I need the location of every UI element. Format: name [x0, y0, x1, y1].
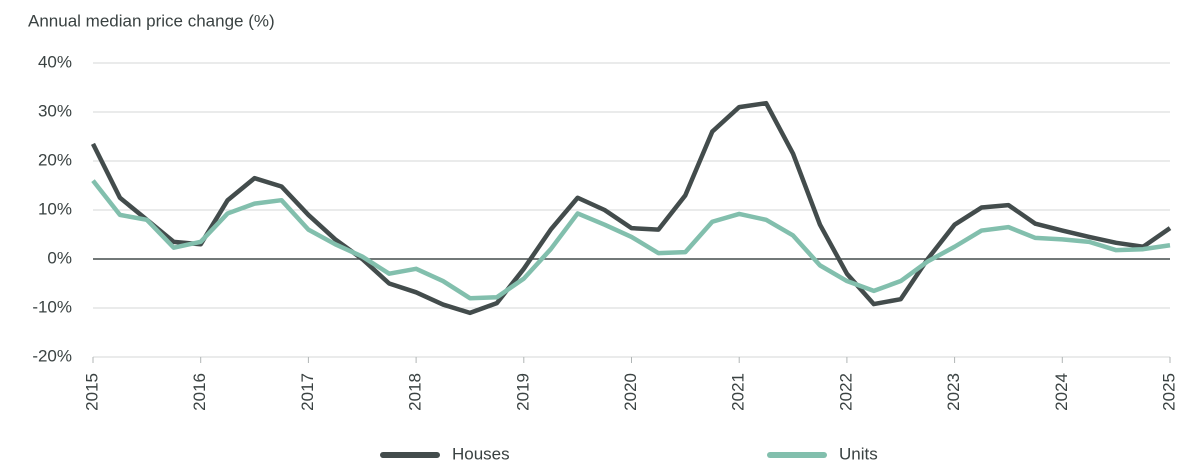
- series-line: [90, 100, 1172, 316]
- x-tick-label: 2017: [298, 373, 317, 411]
- x-tick-label: 2025: [1159, 373, 1178, 411]
- y-tick-label: 0%: [47, 248, 72, 267]
- y-tick-label: 40%: [38, 52, 72, 71]
- x-tick-label: 2020: [621, 373, 640, 411]
- y-tick-label: -10%: [32, 297, 72, 316]
- x-tick-label: 2021: [729, 373, 748, 411]
- x-tick-label: 2018: [406, 373, 425, 411]
- legend-label: Houses: [452, 444, 510, 463]
- x-tick-label: 2015: [82, 373, 101, 411]
- x-tick-label: 2016: [190, 373, 209, 411]
- x-tick-label: 2024: [1052, 373, 1071, 411]
- legend-label: Units: [839, 444, 878, 463]
- x-tick-label: 2019: [513, 373, 532, 411]
- chart-title: Annual median price change (%): [28, 11, 275, 30]
- y-tick-label: 10%: [38, 199, 72, 218]
- x-tick-label: 2022: [836, 373, 855, 411]
- y-tick-label: 20%: [38, 150, 72, 169]
- y-tick-label: 30%: [38, 101, 72, 120]
- y-tick-label: -20%: [32, 346, 72, 365]
- series-line: [91, 179, 1171, 301]
- x-tick-label: 2023: [944, 373, 963, 411]
